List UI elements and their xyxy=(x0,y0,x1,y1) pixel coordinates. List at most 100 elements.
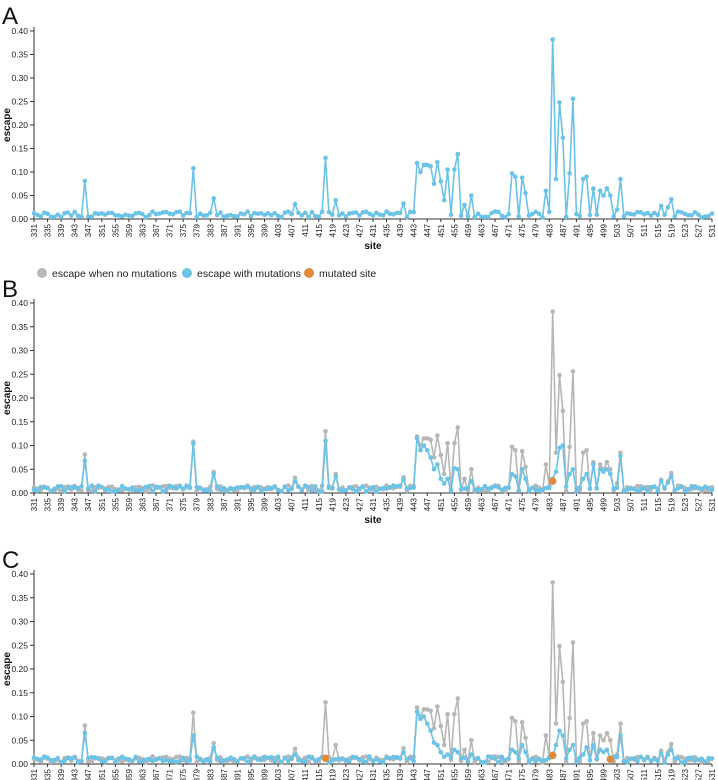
no-mutations-point xyxy=(570,640,576,645)
with-mutations-point xyxy=(65,210,71,215)
x-tick-label: 331 xyxy=(30,497,39,511)
with-mutations-point xyxy=(553,742,559,748)
with-mutations-point xyxy=(509,747,515,753)
with-mutations-point xyxy=(394,210,400,216)
no-mutations-point xyxy=(374,484,379,489)
x-tick-label: 379 xyxy=(193,497,202,511)
no-mutations-point xyxy=(323,699,328,705)
with-mutations-point xyxy=(428,455,433,460)
x-tick-label: 375 xyxy=(179,223,188,237)
with-mutations-point xyxy=(641,485,647,490)
x-tick-label: 343 xyxy=(71,497,80,511)
x-tick-label: 531 xyxy=(708,223,717,237)
with-mutations-point xyxy=(235,485,240,490)
no-mutations-point xyxy=(235,488,240,493)
with-mutations-point xyxy=(584,174,589,179)
x-tick-label: 511 xyxy=(640,497,649,510)
y-tick-label: 0.20 xyxy=(11,393,28,403)
with-mutations-point xyxy=(380,759,386,765)
with-mutations-point xyxy=(319,209,325,215)
x-tick-label: 363 xyxy=(138,223,147,237)
with-mutations-point xyxy=(658,203,664,209)
no-mutations-point xyxy=(584,447,589,453)
with-mutations-point xyxy=(82,730,88,736)
with-mutations-point xyxy=(414,436,420,441)
x-tick-label: 419 xyxy=(328,223,337,237)
with-mutations-point xyxy=(204,213,210,218)
with-mutations-point xyxy=(418,169,423,175)
x-tick-label: 455 xyxy=(450,497,459,511)
with-mutations-point xyxy=(624,760,630,765)
no-mutations-point xyxy=(580,450,586,455)
with-mutations-point xyxy=(608,471,613,477)
x-tick-label: 463 xyxy=(477,768,486,780)
with-mutations-point xyxy=(282,484,288,490)
with-mutations-point xyxy=(316,214,322,219)
y-tick-label: 0.35 xyxy=(11,593,28,603)
x-tick-label: 487 xyxy=(559,497,568,511)
with-mutations-point xyxy=(201,213,206,218)
no-mutations-point xyxy=(421,436,427,441)
y-tick-label: 0.30 xyxy=(11,346,28,356)
x-tick-label: 435 xyxy=(383,497,392,511)
no-mutations-point xyxy=(560,408,566,414)
no-mutations-point xyxy=(597,733,603,738)
no-mutations-point xyxy=(431,455,437,460)
with-mutations-point xyxy=(496,209,501,215)
no-mutations-point xyxy=(455,696,461,701)
with-mutations-point xyxy=(289,211,294,217)
with-mutations-point xyxy=(177,758,183,764)
with-mutations-point xyxy=(404,214,410,220)
with-mutations-point xyxy=(363,209,369,214)
x-tick-label: 527 xyxy=(694,497,703,511)
with-mutations-point xyxy=(513,474,518,479)
no-mutations-point xyxy=(85,759,91,764)
with-mutations-point xyxy=(191,165,196,171)
x-tick-label: 395 xyxy=(247,497,256,511)
y-tick-label: 0.40 xyxy=(11,26,28,36)
with-mutations-point xyxy=(706,213,711,219)
with-mutations-point xyxy=(591,742,596,748)
with-mutations-point xyxy=(638,754,644,760)
with-mutations-point xyxy=(645,210,650,216)
x-tick-label: 483 xyxy=(545,768,554,780)
with-mutations-point xyxy=(82,458,88,464)
with-mutations-point xyxy=(513,174,518,179)
x-tick-label: 399 xyxy=(261,497,270,511)
x-tick-label: 331 xyxy=(30,768,39,780)
with-mutations-point xyxy=(570,96,576,101)
with-mutations-point xyxy=(445,167,450,172)
with-mutations-point xyxy=(214,212,220,218)
x-tick-label: 487 xyxy=(559,223,568,237)
x-tick-label: 359 xyxy=(125,768,134,780)
y-tick-label: 0.05 xyxy=(11,191,28,201)
with-mutations-point xyxy=(530,211,535,217)
no-mutations-point xyxy=(82,723,88,728)
with-mutations-point xyxy=(194,214,200,220)
y-tick-label: 0.35 xyxy=(11,322,28,332)
with-mutations-point xyxy=(38,484,44,490)
with-mutations-point xyxy=(404,485,410,491)
with-mutations-point xyxy=(428,728,433,734)
with-mutations-point xyxy=(709,211,715,216)
with-mutations-point xyxy=(563,756,569,761)
x-tick-label: 427 xyxy=(355,223,364,237)
x-tick-label: 483 xyxy=(545,497,554,511)
y-tick-label: 0.35 xyxy=(11,50,28,60)
x-tick-label: 467 xyxy=(491,497,500,511)
with-mutations-point xyxy=(557,728,562,734)
x-tick-label: 443 xyxy=(410,768,419,780)
with-mutations-point xyxy=(326,209,332,215)
no-mutations-point xyxy=(570,369,576,374)
x-tick-label: 499 xyxy=(600,223,609,237)
with-mutations-point xyxy=(546,485,552,491)
x-tick-label: 343 xyxy=(71,223,80,237)
with-mutations-point xyxy=(567,471,572,477)
x-tick-label: 407 xyxy=(288,768,297,780)
x-tick-label: 351 xyxy=(98,223,107,237)
with-mutations-point xyxy=(438,476,444,482)
with-mutations-point xyxy=(52,214,57,220)
x-tick-label: 463 xyxy=(477,497,486,511)
no-mutations-point xyxy=(194,488,200,494)
with-mutations-point xyxy=(469,478,474,484)
